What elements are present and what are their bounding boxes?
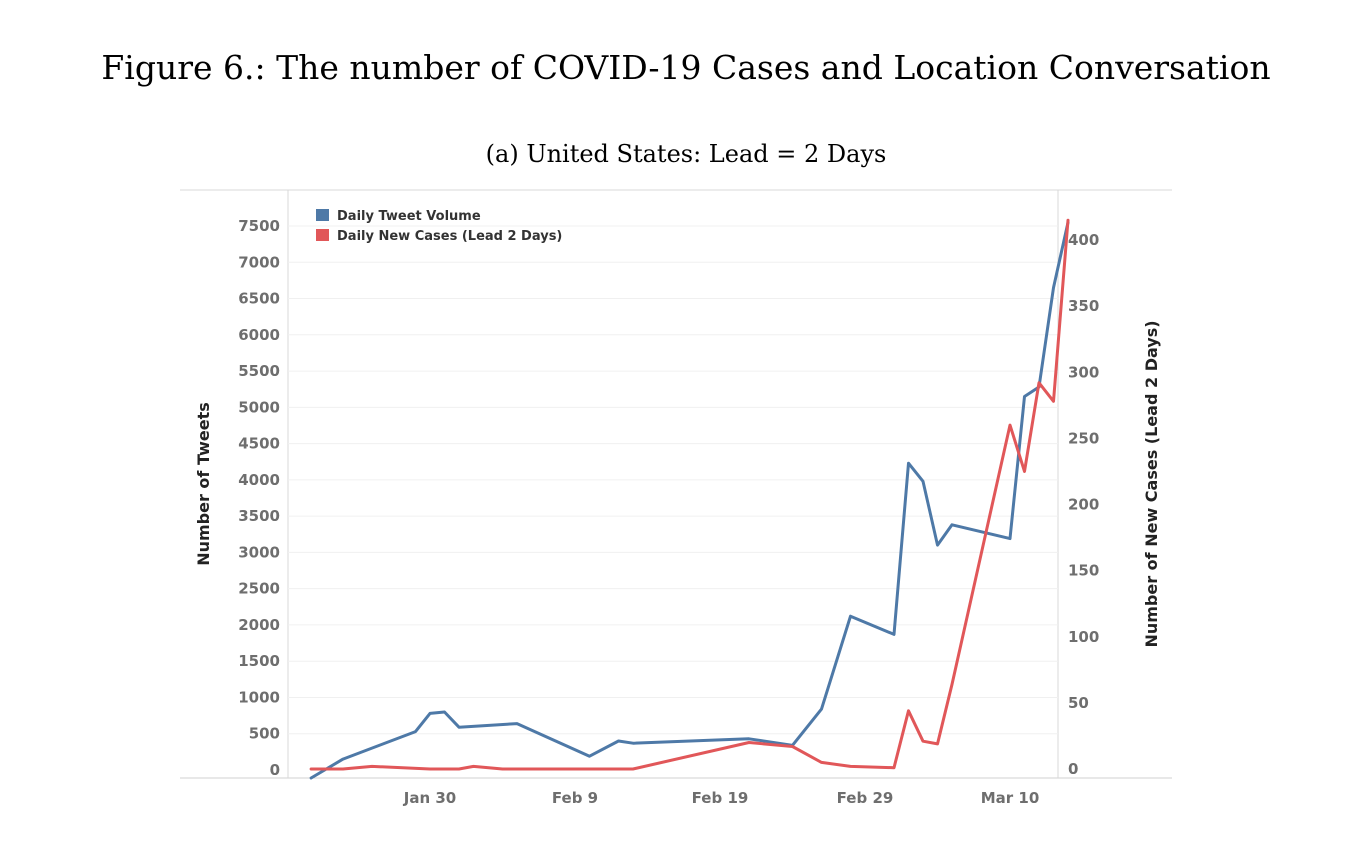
y-tick-label: 7500: [238, 217, 280, 235]
left-axis-ticks: 0 500 1000 1500 2000 2500 3000 3500 4000 4500 5000…: [238, 217, 280, 779]
y-axis-label: Number of Tweets: [194, 402, 213, 566]
gridlines: [288, 225, 1058, 735]
series-line-tweets: [309, 220, 1070, 780]
x-axis-ticks: Jan 30 Feb 9 Feb 19 Feb 29 Mar 10: [403, 789, 1040, 807]
y-tick-label: 4000: [238, 471, 280, 489]
y-tick-label: 1000: [238, 688, 280, 706]
series-lines: [309, 218, 1070, 780]
y2-tick-label: 50: [1068, 694, 1089, 712]
y-tick-label: 5000: [238, 398, 280, 416]
y-tick-label: 6500: [238, 290, 280, 308]
y2-tick-label: 300: [1068, 363, 1099, 381]
y2-axis-label: Number of New Cases (Lead 2 Days): [1142, 320, 1161, 647]
right-axis-ticks: 0 50 100 150 200 250 300 350 400: [1068, 231, 1099, 778]
legend-swatch-cases: [316, 229, 329, 241]
series-line-cases: [309, 218, 1070, 771]
y-tick-label: 4500: [238, 435, 280, 453]
y-tick-label: 5500: [238, 362, 280, 380]
y2-tick-label: 100: [1068, 628, 1099, 646]
chart-subtitle: (a) United States: Lead = 2 Days: [485, 140, 887, 168]
y2-tick-label: 250: [1068, 429, 1099, 447]
x-tick-label: Feb 9: [552, 789, 598, 807]
legend-label-tweets: Daily Tweet Volume: [337, 209, 481, 224]
legend: Daily Tweet Volume Daily New Cases (Lead…: [316, 209, 562, 244]
y-tick-label: 500: [249, 725, 280, 743]
y2-tick-label: 350: [1068, 297, 1099, 315]
x-tick-label: Jan 30: [403, 789, 456, 807]
y-tick-label: 2500: [238, 580, 280, 598]
y-tick-label: 2000: [238, 616, 280, 634]
y2-tick-label: 0: [1068, 760, 1078, 778]
y2-tick-label: 150: [1068, 562, 1099, 580]
legend-swatch-tweets: [316, 209, 329, 221]
y-tick-label: 7000: [238, 253, 280, 271]
x-tick-label: Feb 19: [692, 789, 749, 807]
y-tick-label: 1500: [238, 652, 280, 670]
y-tick-label: 3000: [238, 543, 280, 561]
x-tick-label: Feb 29: [837, 789, 894, 807]
y2-tick-label: 200: [1068, 496, 1099, 514]
y-tick-label: 0: [270, 761, 280, 779]
y2-tick-label: 400: [1068, 231, 1099, 249]
y-tick-label: 6000: [238, 326, 280, 344]
legend-label-cases: Daily New Cases (Lead 2 Days): [337, 229, 562, 244]
x-tick-label: Mar 10: [981, 789, 1040, 807]
figure-title: Figure 6.: The number of COVID-19 Cases …: [101, 48, 1271, 87]
y-tick-label: 3500: [238, 507, 280, 525]
